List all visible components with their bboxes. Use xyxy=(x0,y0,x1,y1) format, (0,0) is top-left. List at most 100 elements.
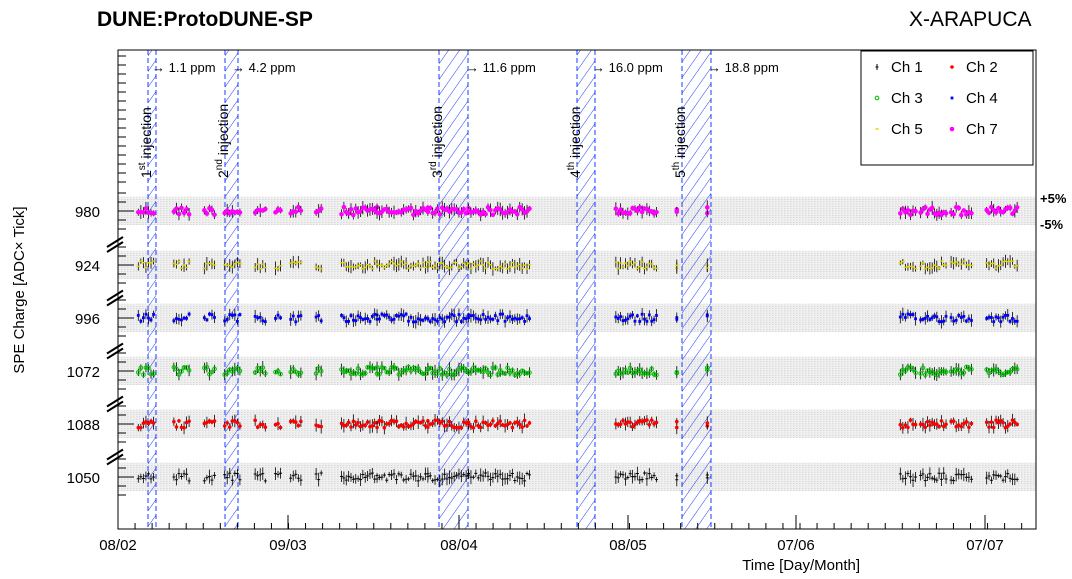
data-point xyxy=(209,207,215,213)
data-point xyxy=(510,368,515,373)
data-point xyxy=(381,365,387,371)
data-point xyxy=(415,366,421,371)
data-point xyxy=(176,211,182,217)
axis-break xyxy=(106,236,124,248)
data-point xyxy=(528,317,531,320)
data-point xyxy=(525,424,529,428)
data-point xyxy=(409,423,413,428)
data-point xyxy=(654,372,659,378)
data-point xyxy=(901,312,905,316)
data-point xyxy=(489,317,492,321)
data-point xyxy=(414,320,418,324)
data-point xyxy=(655,314,658,317)
data-point xyxy=(421,419,425,423)
data-point xyxy=(347,319,351,323)
data-point xyxy=(263,320,267,324)
data-point xyxy=(175,317,178,320)
data-point xyxy=(969,366,974,372)
data-point xyxy=(235,420,240,425)
data-point xyxy=(278,208,283,213)
data-point xyxy=(475,367,481,373)
data-point xyxy=(426,425,430,430)
x-tick-label: 08/02 xyxy=(99,537,137,554)
data-point xyxy=(468,369,474,375)
data-point xyxy=(365,365,370,370)
data-point xyxy=(964,420,969,424)
data-point xyxy=(949,126,955,132)
data-point xyxy=(344,423,349,428)
data-point xyxy=(933,314,936,318)
data-point xyxy=(459,320,463,323)
data-point xyxy=(296,423,301,428)
data-point xyxy=(462,316,466,320)
data-point xyxy=(643,317,646,321)
data-point xyxy=(351,212,356,218)
data-point xyxy=(874,95,880,101)
data-point xyxy=(615,211,621,216)
data-point xyxy=(142,316,145,320)
data-point xyxy=(969,211,974,216)
data-point xyxy=(705,314,709,318)
data-point xyxy=(619,315,623,319)
data-point xyxy=(204,211,210,216)
data-point xyxy=(386,369,392,375)
data-point xyxy=(966,366,972,371)
data-point xyxy=(213,316,216,319)
data-point xyxy=(341,204,347,210)
data-point xyxy=(970,319,973,322)
data-point xyxy=(1001,315,1005,319)
data-point xyxy=(416,317,420,321)
data-point xyxy=(471,425,476,430)
data-point xyxy=(431,317,435,320)
data-point xyxy=(408,368,414,374)
data-point xyxy=(407,319,410,323)
data-point xyxy=(149,318,153,322)
data-point xyxy=(621,319,625,323)
data-point xyxy=(279,316,282,320)
data-point xyxy=(144,419,148,424)
data-point xyxy=(366,317,369,321)
data-point xyxy=(209,369,215,375)
data-point xyxy=(904,316,907,319)
data-point xyxy=(262,371,268,376)
data-point xyxy=(445,423,449,427)
data-point xyxy=(202,316,206,320)
data-point xyxy=(1007,369,1013,375)
data-point xyxy=(898,422,903,427)
data-point xyxy=(224,208,230,213)
data-point xyxy=(370,424,375,428)
data-point xyxy=(650,319,654,323)
series-ch-7 xyxy=(136,200,1020,222)
data-point xyxy=(1001,420,1005,425)
data-point xyxy=(237,210,243,215)
data-point xyxy=(235,366,240,371)
data-point xyxy=(255,425,260,429)
data-point xyxy=(151,421,156,425)
data-point xyxy=(210,313,214,317)
data-point xyxy=(318,206,324,211)
data-point xyxy=(497,367,503,373)
data-point xyxy=(394,366,399,371)
data-point xyxy=(618,422,623,427)
data-point xyxy=(926,314,929,318)
data-point xyxy=(174,366,179,372)
data-point xyxy=(642,370,647,376)
data-point xyxy=(628,314,632,318)
legend-entry: Ch 2 xyxy=(950,59,998,76)
data-point xyxy=(228,313,232,316)
data-point xyxy=(346,211,351,216)
data-point xyxy=(646,371,652,376)
data-point xyxy=(921,422,925,427)
data-point xyxy=(390,318,393,322)
y-tick-label: 1072 xyxy=(67,364,100,381)
y-axis-title: SPE Charge [ADC× Tick] xyxy=(11,206,28,373)
injection-label: 2nd injection xyxy=(214,104,231,178)
data-point xyxy=(384,206,390,212)
data-point xyxy=(517,371,523,377)
data-point xyxy=(459,210,464,215)
legend-label: Ch 4 xyxy=(966,90,998,107)
data-point xyxy=(647,313,651,317)
data-point xyxy=(432,368,438,374)
data-point xyxy=(263,206,268,212)
data-point xyxy=(962,421,966,426)
